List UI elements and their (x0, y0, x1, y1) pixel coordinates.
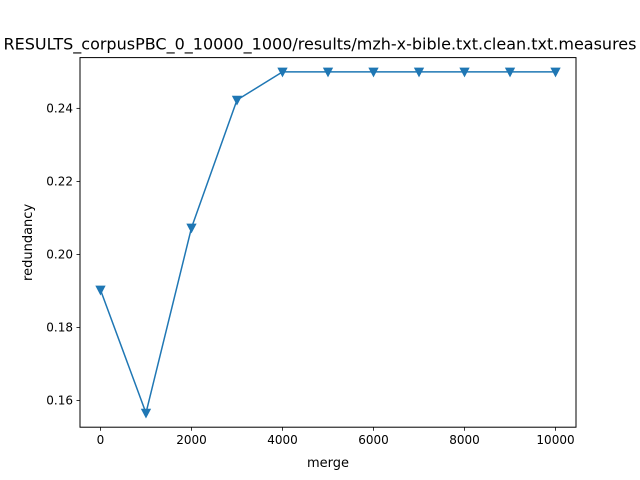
y-axis-label: redundancy (21, 204, 36, 281)
data-point-marker (459, 67, 470, 78)
data-point-marker (95, 285, 106, 296)
chart-title: RESULTS_corpusPBC_0_10000_1000/results/m… (4, 35, 637, 55)
data-point-marker (186, 223, 197, 234)
data-point-marker (550, 67, 561, 78)
axes-frame (79, 57, 577, 428)
data-point-marker (368, 67, 379, 78)
y-tick-label: 0.16 (46, 394, 73, 408)
data-point-marker (504, 67, 516, 78)
y-axis: 0.16 0.18 0.20 0.22 0.24 (46, 102, 80, 408)
data-point-marker (322, 67, 334, 78)
x-tick-label: 8000 (449, 433, 480, 447)
x-tick-label: 0 (97, 433, 105, 447)
x-tick-label: 2000 (176, 433, 207, 447)
data-point-marker (413, 67, 425, 78)
data-point-marker (140, 408, 152, 419)
x-axis: 0 2000 4000 6000 8000 10000 (97, 427, 575, 447)
y-tick-label: 0.22 (46, 175, 73, 189)
data-point-marker (277, 67, 288, 78)
x-tick-label: 10000 (536, 433, 574, 447)
y-tick-label: 0.20 (46, 248, 73, 262)
y-tick-label: 0.24 (46, 102, 73, 116)
x-tick-label: 4000 (267, 433, 298, 447)
x-axis-label: merge (307, 456, 349, 471)
plot-area (95, 67, 561, 419)
data-point-marker (231, 95, 243, 106)
x-tick-label: 6000 (358, 433, 389, 447)
y-tick-label: 0.18 (46, 321, 73, 335)
